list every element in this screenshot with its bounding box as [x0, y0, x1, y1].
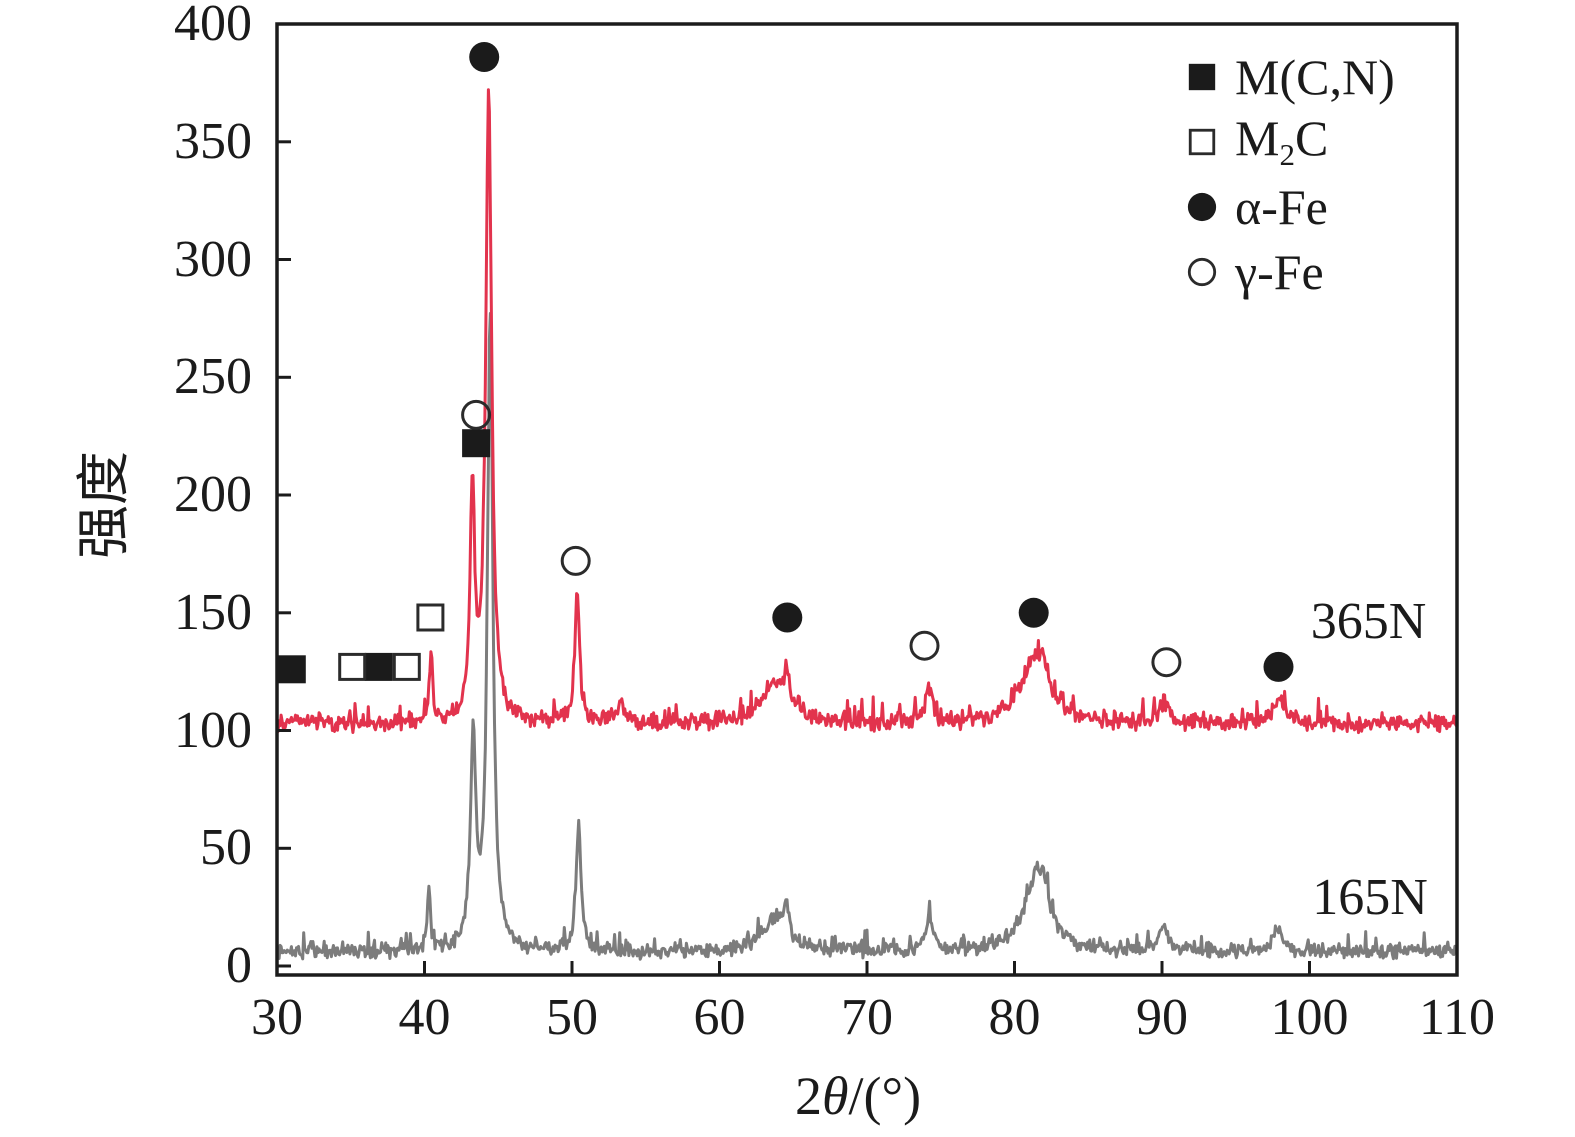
y-axis-tick-label: 250 — [174, 348, 252, 406]
marker-filled-circle — [772, 602, 803, 633]
y-axis-tick-label: 0 — [226, 937, 252, 994]
marker-open-square — [392, 652, 421, 681]
y-axis-tick-label: 300 — [174, 230, 252, 288]
curve-165N — [277, 311, 1457, 961]
marker-open-circle — [909, 630, 940, 661]
legend-item-label: γ-Fe — [1235, 243, 1324, 300]
x-axis-tick-label: 90 — [1136, 989, 1188, 1046]
y-axis-title: 强度 — [74, 451, 134, 559]
x-axis-tick-label: 100 — [1270, 989, 1349, 1046]
legend-item: M2C — [1186, 109, 1395, 174]
marker-filled-square — [277, 655, 306, 684]
y-axis-tick-label: 350 — [174, 112, 252, 170]
marker-open-circle — [1151, 647, 1182, 678]
y-axis-tick-label: 50 — [200, 819, 252, 877]
marker-filled-square — [364, 652, 393, 681]
x-axis-tick-label: 70 — [841, 989, 893, 1046]
legend-item: α-Fe — [1186, 174, 1395, 239]
legend-item-label: α-Fe — [1235, 178, 1328, 235]
marker-open-circle — [461, 399, 492, 430]
legend-m2c-subscript: 2 — [1279, 136, 1295, 172]
x-axis-tick-label: 110 — [1418, 989, 1496, 1046]
marker-filled-circle — [1018, 597, 1049, 628]
legend-item-label: M2C — [1235, 113, 1328, 170]
y-axis-tick-label: 100 — [174, 701, 252, 759]
x-axis-tick-label: 40 — [398, 989, 451, 1046]
legend-m2c-suffix: C — [1294, 110, 1329, 167]
marker-open-square — [338, 652, 367, 681]
x-axis-tick-label: 80 — [988, 989, 1041, 1046]
marker-filled-circle — [469, 42, 500, 72]
series-label-365N: 365N — [1310, 593, 1427, 651]
marker-filled-square — [462, 429, 491, 458]
filled-circle-icon — [1187, 192, 1217, 221]
open-circle-icon — [1187, 257, 1217, 286]
legend-m2c-prefix: M — [1235, 110, 1280, 167]
filled-square-icon — [1188, 63, 1216, 90]
marker-filled-circle — [1263, 651, 1294, 682]
legend: M(C,N) M2C α-Fe γ-Fe — [1186, 44, 1395, 304]
y-axis-tick-label: 150 — [174, 583, 252, 641]
marker-open-circle — [560, 545, 591, 576]
marker-open-square — [416, 603, 445, 632]
y-axis-tick-label: 200 — [174, 466, 252, 523]
x-axis-tick-label: 60 — [693, 989, 746, 1046]
x-axis-tick-label: 30 — [251, 989, 303, 1046]
x-axis-tick-label: 50 — [546, 989, 598, 1046]
theta-symbol: θ — [821, 1066, 849, 1126]
legend-item-label: M(C,N) — [1235, 48, 1395, 105]
legend-item: M(C,N) — [1186, 44, 1395, 109]
x-axis-title: 2θ/(°) — [795, 1069, 921, 1123]
open-square-icon — [1188, 128, 1216, 155]
x-axis-title-prefix: 2 — [794, 1066, 822, 1126]
y-axis-tick-label: 400 — [174, 0, 252, 52]
curve-365N — [277, 88, 1457, 735]
series-label-165N: 165N — [1312, 868, 1428, 926]
x-axis-title-suffix: /(°) — [848, 1066, 922, 1126]
legend-item: γ-Fe — [1186, 239, 1395, 304]
